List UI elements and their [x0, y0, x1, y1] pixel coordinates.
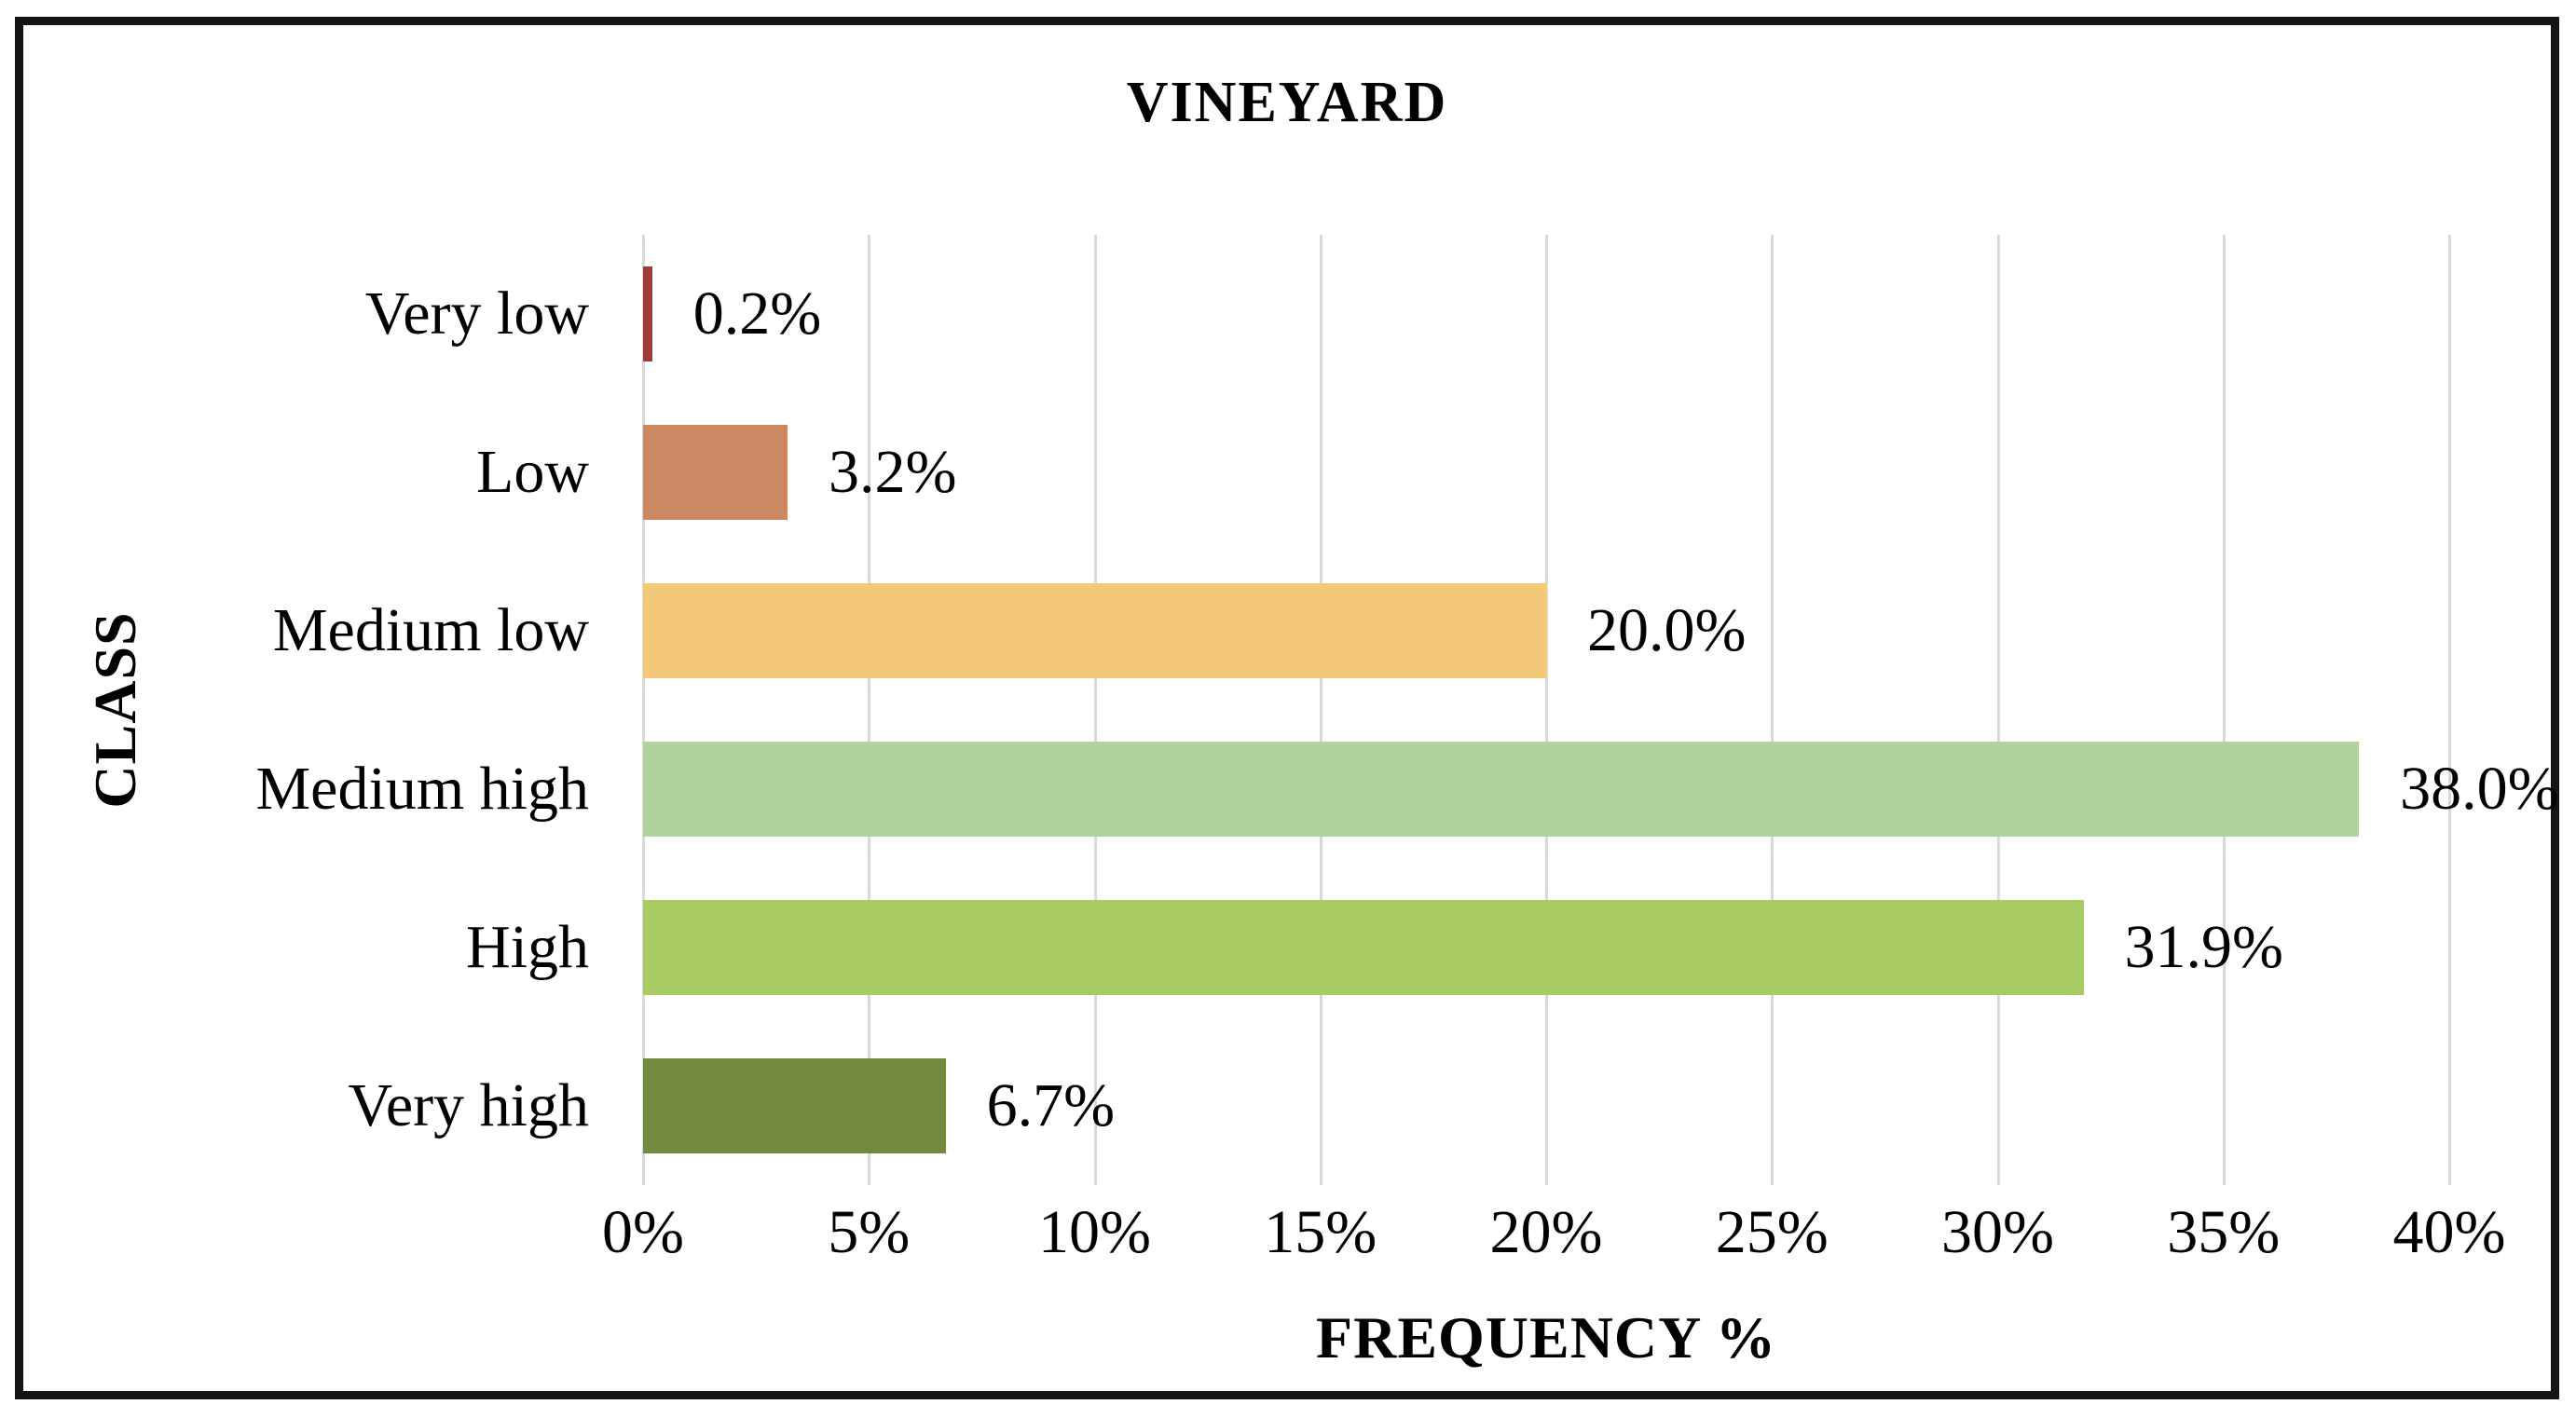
x-tick-label: 20%	[1489, 1198, 1603, 1266]
x-axis-title: FREQUENCY %	[1316, 1304, 1776, 1370]
category-label: Medium low	[272, 596, 589, 664]
bar: 31.9%	[643, 900, 2283, 995]
y-axis-title: CLASS	[82, 611, 148, 809]
value-label: 31.9%	[2124, 913, 2284, 981]
bar-row: Very high 6.7%	[349, 1027, 2449, 1185]
figure-border: VINEYARD Very low 0.2% Low 3.2% Medium low 20…	[15, 17, 2559, 1399]
category-label: Low	[476, 438, 589, 506]
gridline	[2222, 235, 2226, 1185]
x-tick-label: 40%	[2392, 1198, 2506, 1266]
bar: 6.7%	[643, 1058, 1115, 1153]
bar: 38.0%	[643, 742, 2559, 837]
gridline	[868, 235, 871, 1185]
x-tick-label: 35%	[2167, 1198, 2281, 1266]
x-axis-ticks: 0% 5% 10% 15% 20% 25% 30% 35% 40%	[602, 1197, 2505, 1272]
bar-row: Very low 0.2%	[365, 235, 2449, 393]
gridline	[1545, 235, 1548, 1185]
x-tick-label: 5%	[828, 1198, 911, 1266]
bar-row: High 31.9%	[466, 868, 2449, 1027]
category-label: Very low	[364, 280, 589, 348]
gridline	[2448, 235, 2451, 1185]
gridline	[1093, 235, 1097, 1185]
category-label: High	[466, 913, 589, 981]
plot-area: Very low 0.2% Low 3.2% Medium low 20.0% Medium…	[256, 235, 2559, 1185]
gridline	[642, 235, 645, 1185]
value-label: 3.2%	[829, 438, 957, 506]
category-label: Very high	[348, 1071, 589, 1139]
gridline	[1771, 235, 1774, 1185]
bars-layer: Very low 0.2% Low 3.2% Medium low 20.0% Medium…	[256, 235, 2559, 1185]
chart-title: VINEYARD	[1126, 71, 1448, 134]
value-label: 6.7%	[986, 1071, 1116, 1139]
bar: 3.2%	[643, 425, 957, 520]
bar-row: Medium low 20.0%	[273, 552, 2449, 710]
bar: 20.0%	[643, 583, 1746, 678]
bar: 0.2%	[643, 266, 821, 361]
value-label: 0.2%	[692, 280, 822, 348]
x-tick-label: 25%	[1715, 1198, 1829, 1266]
value-label: 38.0%	[2400, 755, 2559, 823]
bar-row: Low 3.2%	[476, 393, 2449, 552]
value-label: 20.0%	[1587, 596, 1747, 664]
gridline	[1319, 235, 1322, 1185]
gridline	[1996, 235, 2000, 1185]
category-label: Medium high	[255, 755, 590, 823]
x-tick-label: 10%	[1038, 1198, 1151, 1266]
bar-row: Medium high 38.0%	[256, 710, 2559, 868]
x-tick-label: 0%	[602, 1198, 684, 1266]
x-tick-label: 30%	[1941, 1198, 2054, 1266]
x-tick-label: 15%	[1264, 1198, 1377, 1266]
